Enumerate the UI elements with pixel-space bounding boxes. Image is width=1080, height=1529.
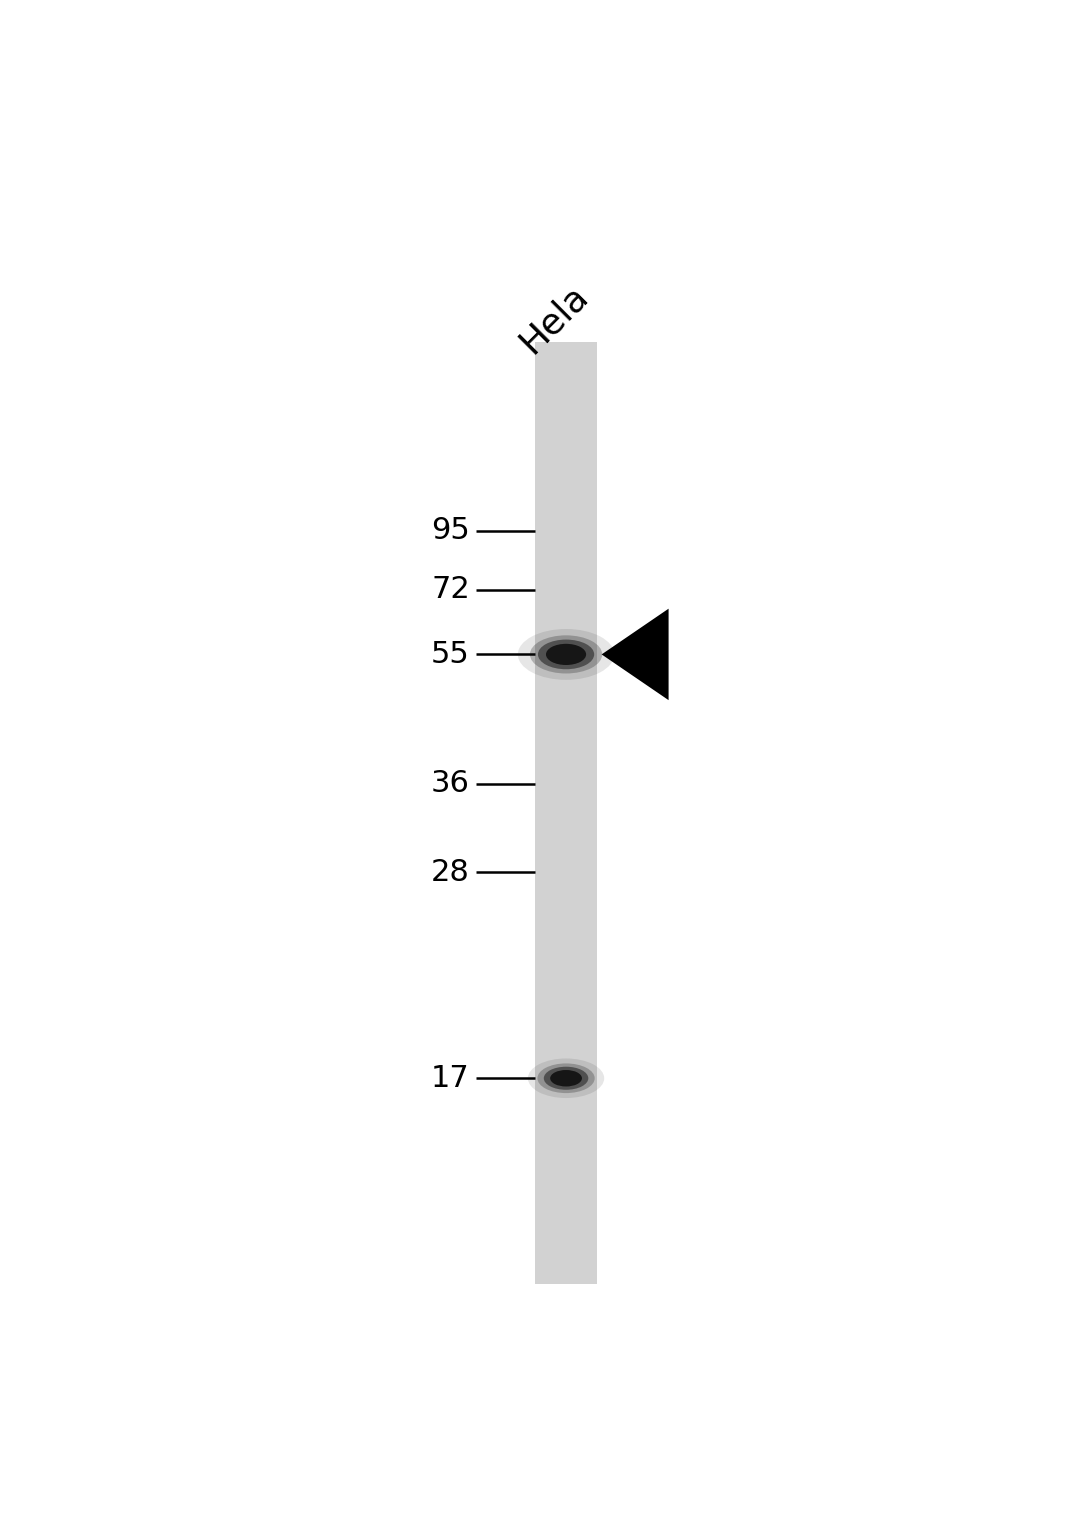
Ellipse shape bbox=[546, 644, 586, 665]
Ellipse shape bbox=[550, 1070, 582, 1087]
Ellipse shape bbox=[530, 636, 603, 673]
Ellipse shape bbox=[517, 628, 615, 680]
Ellipse shape bbox=[538, 1063, 595, 1093]
Bar bbox=[535, 342, 597, 1284]
Text: 95: 95 bbox=[431, 517, 470, 546]
Text: 36: 36 bbox=[431, 769, 470, 798]
Text: 55: 55 bbox=[431, 641, 470, 668]
Text: 28: 28 bbox=[431, 858, 470, 887]
Ellipse shape bbox=[528, 1058, 604, 1098]
Polygon shape bbox=[602, 609, 669, 700]
Text: 72: 72 bbox=[431, 575, 470, 604]
Text: 17: 17 bbox=[431, 1064, 470, 1093]
Ellipse shape bbox=[538, 639, 594, 670]
Text: Hela: Hela bbox=[513, 278, 595, 359]
Ellipse shape bbox=[544, 1067, 589, 1090]
